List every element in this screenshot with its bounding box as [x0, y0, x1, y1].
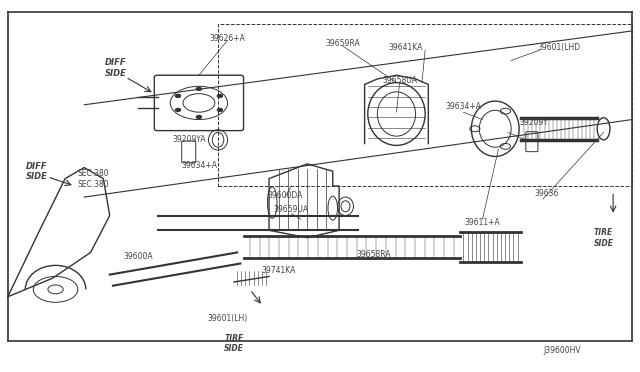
Text: 39658UA: 39658UA	[382, 76, 417, 85]
Text: SEC.380: SEC.380	[78, 169, 109, 177]
Circle shape	[175, 109, 180, 112]
Text: TIRE
SIDE: TIRE SIDE	[593, 228, 614, 248]
Text: SEC.380: SEC.380	[78, 180, 109, 189]
Text: 39659RA: 39659RA	[325, 39, 360, 48]
Text: 39600DA: 39600DA	[268, 191, 303, 200]
Text: 39626+A: 39626+A	[210, 34, 246, 43]
Text: 39601(LHD: 39601(LHD	[538, 43, 580, 52]
Circle shape	[196, 87, 202, 90]
Circle shape	[218, 109, 223, 112]
Text: 39659UA: 39659UA	[274, 205, 309, 215]
Text: 39601(LH): 39601(LH)	[207, 314, 248, 323]
Polygon shape	[269, 164, 339, 238]
Text: 39741KA: 39741KA	[261, 266, 296, 275]
Text: 39636: 39636	[534, 189, 559, 198]
Text: DIFF
SIDE: DIFF SIDE	[105, 58, 127, 77]
Circle shape	[196, 115, 202, 118]
Text: 39658RA: 39658RA	[357, 250, 392, 259]
Text: TIRE
SIDE: TIRE SIDE	[224, 334, 244, 353]
Text: 39634+A: 39634+A	[181, 161, 217, 170]
Bar	[218, 23, 632, 186]
Text: 39611+A: 39611+A	[465, 218, 500, 227]
Text: 39641KA: 39641KA	[389, 43, 423, 52]
Text: 39209YA: 39209YA	[173, 135, 206, 144]
Text: J39600HV: J39600HV	[543, 346, 581, 355]
Circle shape	[218, 94, 223, 97]
Text: 39600A: 39600A	[124, 251, 153, 261]
Circle shape	[175, 94, 180, 97]
Text: DIFF
SIDE: DIFF SIDE	[26, 161, 47, 181]
Text: 39634+A: 39634+A	[445, 102, 481, 111]
Text: 39209Y: 39209Y	[519, 118, 548, 127]
